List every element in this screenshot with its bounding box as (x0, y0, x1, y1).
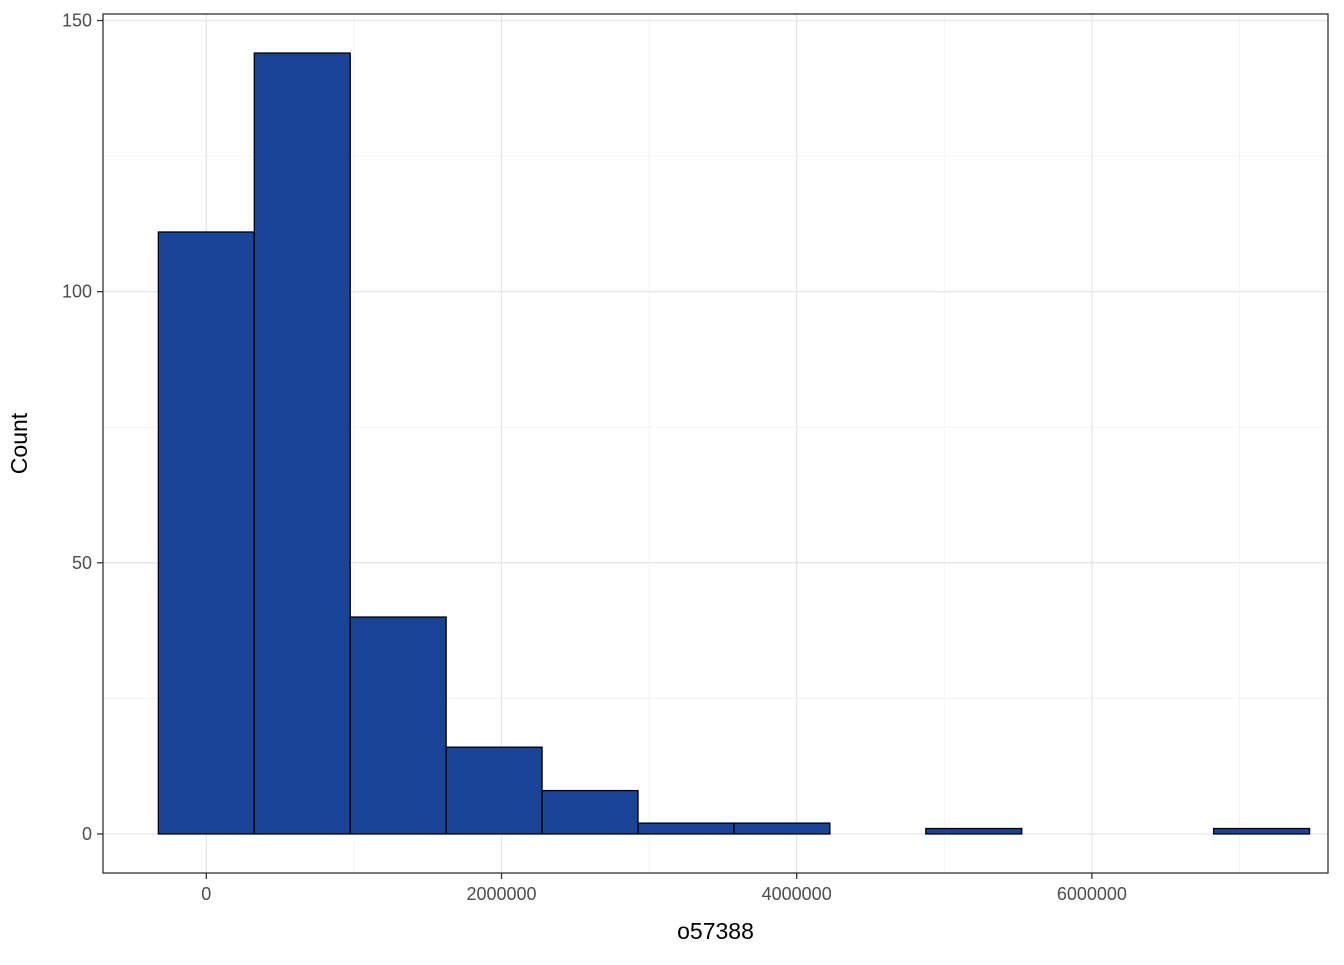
histogram-bar (253, 52, 351, 835)
histogram-bar (541, 789, 639, 835)
histogram-bar (1212, 827, 1311, 835)
histogram-bar (733, 822, 831, 835)
y-tick-label: 150 (62, 11, 92, 31)
histogram-bar (445, 746, 543, 835)
y-axis: 0 50 100 150 (62, 11, 103, 844)
x-tick-label: 6000000 (1057, 884, 1127, 904)
x-tick-label: 2000000 (466, 884, 536, 904)
x-tick-label: 0 (201, 884, 211, 904)
histogram-bar (925, 827, 1023, 835)
x-axis-title: o57388 (677, 918, 754, 944)
y-tick-label: 0 (82, 824, 92, 844)
panel-border (102, 13, 1329, 874)
histogram-bar (349, 616, 447, 835)
histogram-bar (637, 822, 735, 835)
histogram-bar (157, 231, 255, 835)
x-tick-label: 4000000 (762, 884, 832, 904)
bars (157, 52, 1311, 835)
y-tick-label: 100 (62, 282, 92, 302)
y-axis-title: Count (6, 412, 32, 474)
x-axis: 0 2000000 4000000 6000000 (201, 873, 1127, 904)
y-tick-label: 50 (72, 553, 92, 573)
